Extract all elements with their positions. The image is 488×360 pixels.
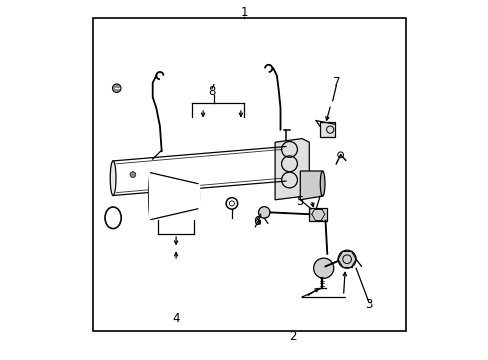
Polygon shape	[275, 139, 309, 200]
Bar	[319, 122, 334, 137]
Circle shape	[112, 84, 121, 93]
Circle shape	[258, 207, 269, 218]
Text: 2: 2	[289, 330, 296, 343]
Text: 8: 8	[208, 85, 215, 98]
Ellipse shape	[196, 184, 199, 209]
Polygon shape	[300, 171, 321, 200]
Text: 7: 7	[332, 76, 339, 89]
Ellipse shape	[110, 161, 116, 195]
Ellipse shape	[148, 173, 153, 220]
Ellipse shape	[320, 171, 325, 196]
Text: 5: 5	[296, 195, 304, 208]
Bar	[93, 18, 406, 331]
Circle shape	[313, 258, 333, 278]
Text: 4: 4	[172, 312, 180, 325]
Text: 6: 6	[253, 215, 260, 228]
Circle shape	[337, 250, 355, 268]
Circle shape	[130, 172, 136, 177]
Text: 1: 1	[240, 6, 248, 19]
Text: 3: 3	[364, 298, 372, 311]
Bar	[309, 208, 326, 221]
